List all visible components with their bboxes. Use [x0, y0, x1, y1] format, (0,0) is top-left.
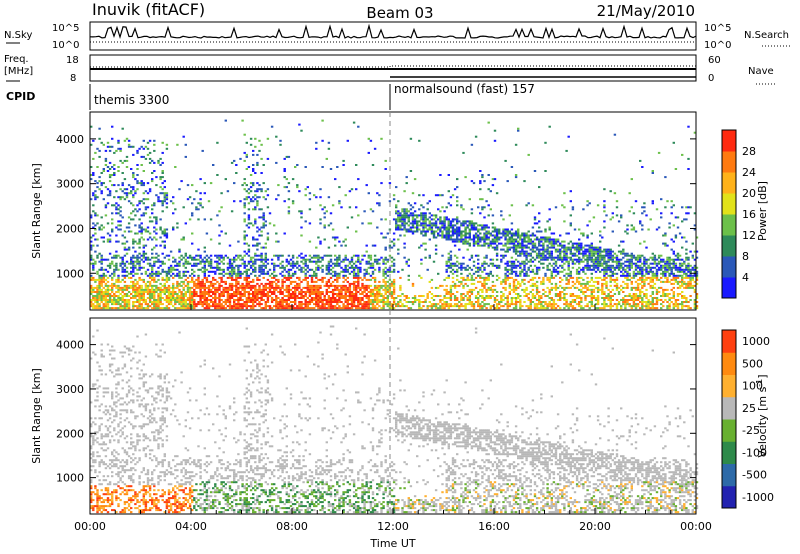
x-tick-label: 08:00: [276, 520, 308, 533]
x-axis-label: Time UT: [369, 537, 415, 550]
x-tick-label: 00:00: [680, 520, 712, 533]
power-cbar-label: Power [dB]: [756, 181, 769, 241]
colorbar-tick-label: 100: [742, 380, 763, 393]
colorbar-swatch: [722, 330, 736, 353]
y-tick-label: 1000: [56, 472, 84, 485]
cpid-label: CPID: [6, 90, 35, 103]
colorbar-swatch: [722, 352, 736, 375]
colorbar-swatch: [722, 235, 736, 257]
nave-label: Nave: [748, 66, 774, 77]
colorbar-tick-label: -500: [742, 469, 767, 482]
colorbar-tick-label: 500: [742, 357, 763, 370]
x-tick-label: 20:00: [579, 520, 611, 533]
colorbar-swatch: [722, 485, 736, 509]
colorbar-swatch: [722, 130, 736, 152]
colorbar-tick-label: 12: [742, 229, 756, 242]
colorbar-tick-label: 4: [742, 271, 749, 284]
y-tick-label: 4000: [56, 339, 84, 352]
velocity-ylabel: Slant Range [km]: [30, 368, 43, 464]
x-tick-label: 16:00: [478, 520, 510, 533]
colorbar-swatch: [722, 172, 736, 194]
colorbar-swatch: [722, 374, 736, 398]
y-tick-label: 3000: [56, 383, 84, 396]
x-tick-label: 00:00: [74, 520, 106, 533]
colorbar-swatch: [722, 214, 736, 236]
x-tick-label: 04:00: [175, 520, 207, 533]
velocity-heatmap: [90, 325, 699, 514]
power-colorbar: 4 8 12 16 20 24 28: [721, 129, 756, 299]
cpid-segment-2: normalsound (fast) 157: [394, 82, 535, 96]
colorbar-tick-label: 28: [742, 145, 756, 158]
cpid-segment-1: themis 3300: [94, 93, 169, 107]
colorbar-frame: [721, 129, 737, 299]
velocity-colorbar: 1000 500 100 25 -25 -100 -500 -1000: [721, 329, 774, 509]
freq-left-tick-top: 18: [66, 55, 79, 66]
freq-left-tick-bottom: 8: [70, 73, 76, 84]
velocity-cbar-label: Velocity [m s-1]: [755, 374, 769, 457]
time-axis: 00:00 04:00 08:00 12:00 16:00 20:00 00:00: [74, 304, 712, 533]
y-tick-label: 1000: [56, 267, 84, 280]
colorbar-swatch: [722, 151, 736, 173]
colorbar-tick-label: -100: [742, 446, 767, 459]
colorbar-tick-label: -25: [742, 424, 760, 437]
freq-right-tick-bottom: 0: [708, 73, 714, 84]
date-title: 21/May/2010: [597, 2, 695, 20]
beam-title: Beam 03: [366, 4, 433, 22]
colorbar-swatch: [722, 396, 736, 420]
colorbar-swatch: [722, 419, 736, 442]
colorbar-swatch: [722, 463, 736, 487]
noise-right-tick-top: 10^5: [704, 23, 731, 34]
colorbar-tick-label: 1000: [742, 335, 770, 348]
freq-right-tick-top: 60: [708, 55, 721, 66]
colorbar-tick-label: 16: [742, 208, 756, 221]
noise-left-tick-top: 10^5: [52, 23, 79, 34]
nsearch-label: N.Search: [744, 30, 789, 41]
colorbar-tick-label: 25: [742, 402, 756, 415]
colorbar-tick-label: 20: [742, 187, 756, 200]
x-tick-label: 12:00: [377, 520, 409, 533]
colorbar-frame: [721, 329, 737, 509]
colorbar-tick-label: 24: [742, 166, 756, 179]
power-ylabel: Slant Range [km]: [30, 163, 43, 259]
y-tick-label: 3000: [56, 178, 84, 191]
noise-left-tick-bottom: 10^0: [52, 40, 79, 51]
y-tick-label: 2000: [56, 427, 84, 440]
colorbar-swatch: [722, 277, 736, 299]
colorbar-tick-label: 8: [742, 250, 749, 263]
colorbar-swatch: [722, 256, 736, 278]
y-tick-label: 2000: [56, 222, 84, 235]
power-heatmap: [90, 119, 699, 310]
noise-panel-frame: [89, 21, 697, 51]
noise-right-tick-bottom: 10^0: [704, 40, 731, 51]
freq-label-top: Freq.: [4, 54, 29, 65]
colorbar-tick-label: -1000: [742, 491, 774, 504]
nsky-label: N.Sky: [4, 30, 32, 41]
velocity-y-axis: 1000 2000 3000 4000: [56, 339, 696, 485]
noise-trace: [89, 23, 697, 40]
freq-label-bottom: [MHz]: [4, 66, 33, 77]
power-y-axis: 1000 2000 3000 4000: [56, 133, 696, 280]
y-tick-label: 4000: [56, 133, 84, 146]
colorbar-swatch: [722, 193, 736, 215]
nave-trace: [90, 65, 696, 68]
station-title: Inuvik (fitACF): [92, 0, 205, 19]
colorbar-swatch: [722, 441, 736, 464]
